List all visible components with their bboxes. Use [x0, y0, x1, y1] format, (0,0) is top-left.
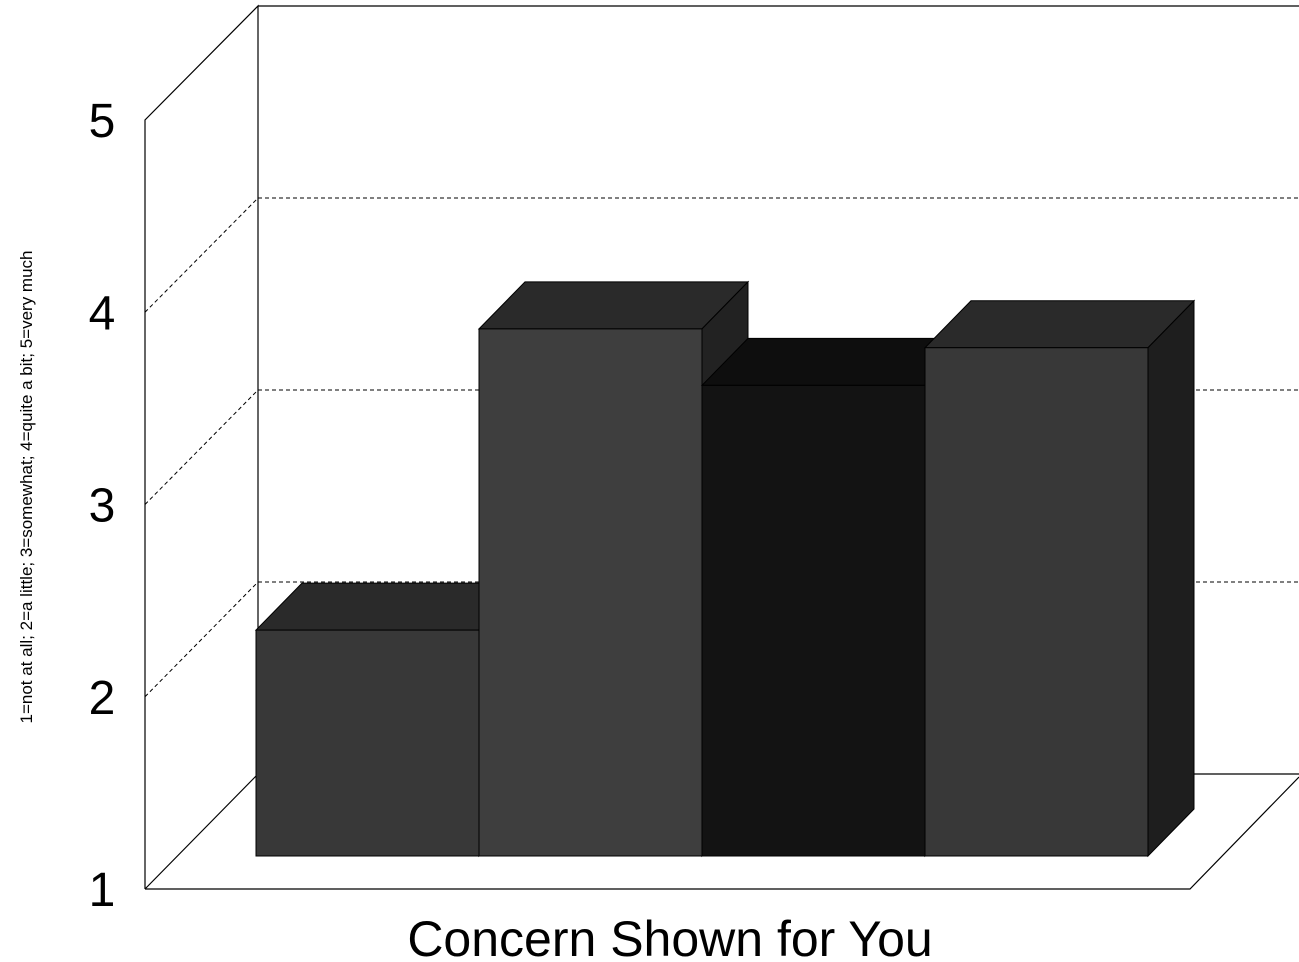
- bar-front-face: [255, 629, 480, 857]
- floor-front-edge: [145, 776, 1299, 890]
- bar: [923, 299, 1196, 858]
- bar-front-face: [924, 347, 1149, 857]
- bar-front-face: [701, 384, 926, 857]
- gridline-side: [144, 197, 259, 313]
- bar-top-face: [923, 300, 1196, 349]
- y-tick-labels: 1 2 3 4 5: [89, 95, 116, 917]
- y-tick-label: 2: [89, 672, 116, 725]
- y-axis-label: 1=not at all; 2=a little; 3=somewhat; 4=…: [17, 251, 36, 724]
- y-tick-label: 4: [89, 287, 116, 340]
- bars: [254, 280, 1196, 858]
- y-tick-label: 1: [89, 864, 116, 917]
- bar-front-face: [478, 328, 703, 857]
- bar-top-face: [477, 281, 750, 330]
- gridline-side: [144, 389, 259, 505]
- x-axis-label: Concern Shown for You: [407, 911, 932, 962]
- gridline-side: [144, 581, 259, 698]
- floor-left-edge: [144, 773, 259, 890]
- y-tick-label: 3: [89, 480, 116, 533]
- y-tick-label: 5: [89, 95, 116, 148]
- bar-side-face: [1147, 299, 1195, 858]
